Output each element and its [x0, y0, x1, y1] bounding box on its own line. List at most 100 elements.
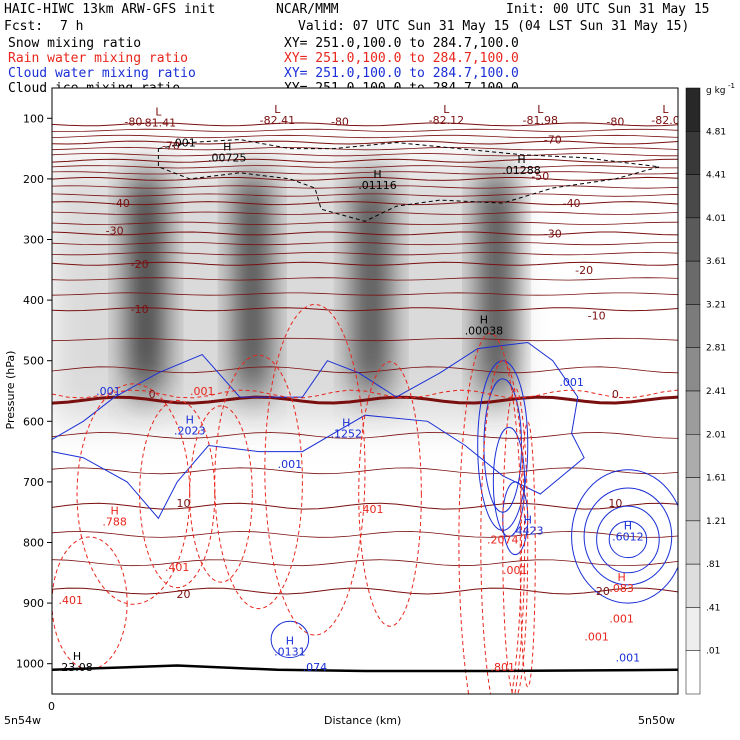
colorbar-level-7: 2.01 [706, 430, 726, 440]
rain-contour-5 [358, 361, 422, 627]
rain-contour-3 [214, 354, 303, 610]
rain-contour-9 [502, 387, 529, 694]
contour-label-4: .001 [559, 376, 584, 389]
high-label-8: .4423 [512, 524, 544, 537]
y-tick-500: 500 [23, 355, 44, 368]
y-tick-700: 700 [23, 476, 44, 489]
isotherm-minor [52, 153, 678, 157]
terrain [52, 664, 678, 673]
temp-label-4: -70 [544, 134, 562, 147]
temp-label-3: -70 [162, 140, 180, 153]
isotherm-minor [52, 530, 678, 538]
plot-frame [51, 87, 679, 695]
temperature-isotherms [52, 122, 678, 595]
y-tick-100: 100 [23, 112, 44, 125]
rain-contour-2 [189, 405, 253, 583]
isotherm-10 [52, 502, 678, 510]
y-tick-600: 600 [23, 415, 44, 428]
colorbar-cell-5 [685, 304, 701, 348]
high-label-1-mark: H [373, 168, 381, 181]
field-name-2: Cloud water mixing ratio [8, 66, 196, 81]
field-legend: Snow mixing ratio XY= 251.0,100.0 to 284.… [8, 36, 519, 96]
isotherm--10 [52, 307, 678, 312]
cloud-contour-8 [270, 620, 310, 659]
ice-contour-001 [157, 138, 660, 222]
isotherm-minor [52, 171, 678, 175]
low-label-4-mark: L [662, 103, 669, 116]
temp-label-7: -40 [563, 197, 581, 210]
high-label-3-mark: H [480, 313, 488, 326]
high-label-5-mark: H [342, 416, 350, 429]
isotherm-minor [52, 165, 678, 169]
high-label-4-mark: H [186, 413, 194, 426]
field-xy-0: XY= 251.0,100.0 to 284.7,100.0 [284, 36, 519, 51]
x-left-label: 5n54w [4, 714, 41, 727]
colorbar-cell-3 [685, 217, 701, 262]
isotherm-minor [52, 292, 678, 296]
colorbar-level-3: 3.61 [706, 257, 726, 267]
high-label-11: .083 [609, 582, 634, 595]
colorbar-cell-6 [685, 347, 701, 392]
temp-label-2: -80 [606, 115, 624, 128]
contour-label-2: .001 [190, 385, 215, 398]
low-label-0: -81.41 [141, 117, 176, 130]
colorbar-level-4: 3.21 [706, 300, 726, 310]
field-name-1: Rain water mixing ratio [8, 51, 188, 66]
low-label-1-mark: L [274, 103, 281, 116]
isotherm--50 [52, 176, 678, 181]
y-tick-800: 800 [23, 537, 44, 550]
snow-column-0 [127, 176, 165, 392]
fcst-value: 7 h [60, 19, 83, 34]
isotherm-minor [52, 221, 678, 225]
isotherm-minor [52, 185, 678, 189]
contour-labels: -80 -80 -80 -70 -70 -50 -40 -40 -30 -30 -20 -20 -10 -… [59, 103, 678, 674]
colorbar-unit: g kg [706, 86, 726, 96]
y-tick-300: 300 [23, 234, 44, 247]
colorbar-level-5: 2.81 [706, 344, 726, 354]
low-label-0-mark: L [155, 106, 162, 119]
cloud-contour-7 [608, 520, 648, 559]
init-label: Init: 00 UTC Sun 31 May 15 [506, 2, 710, 17]
colorbar-level-6: 2.41 [706, 387, 726, 397]
high-label-3: .00038 [465, 324, 504, 337]
colorbar: 4.81 4.41 4.01 3.61 3.21 2.81 2.41 2.01 1.61 1.21… [685, 87, 726, 695]
contour-label-3: .001 [278, 458, 303, 471]
high-label-7-mark: H [624, 519, 632, 532]
x-right-label: 5n50w [638, 714, 675, 727]
field-xy-2: XY= 251.0,100.0 to 284.7,100.0 [284, 66, 519, 81]
contour-label-13: .2074 [487, 534, 519, 547]
y-tick-1000: 1000 [16, 658, 44, 671]
colorbar-level-8: 1.61 [706, 474, 726, 484]
rain-contour-6 [52, 536, 128, 670]
y-axis: 100 200 300 400 500 600 700 800 900 1000 [16, 112, 52, 671]
temp-label-18: 20 [176, 588, 190, 601]
contour-label-10: .001 [616, 652, 641, 665]
colorbar-cell-9 [685, 477, 701, 522]
isotherm-minor [52, 337, 678, 342]
high-label-8-mark: H [524, 513, 532, 526]
colorbar-cell-1 [685, 131, 701, 175]
low-label-2-mark: L [443, 103, 450, 116]
snow-column-3 [479, 176, 514, 392]
high-label-0-mark: H [223, 141, 231, 154]
valid-label: Valid: 07 UTC Sun 31 May 15 (04 LST Sun … [298, 19, 689, 34]
contour-label-7: .401 [59, 594, 84, 607]
y-tick-200: 200 [23, 173, 44, 186]
field-name-0: Snow mixing ratio [8, 36, 141, 51]
colorbar-level-9: 1.21 [706, 517, 726, 527]
high-label-7: .6012 [612, 530, 644, 543]
low-label-2: -82.12 [429, 114, 464, 127]
isotherm--30 [52, 231, 678, 236]
isotherm--70 [52, 140, 678, 145]
colorbar-cell-4 [685, 260, 701, 305]
high-label-9-mark: H [110, 504, 118, 517]
contour-label-8: .001 [609, 612, 634, 625]
colorbar-level-12: .01 [706, 647, 720, 657]
high-label-6: .0131 [274, 646, 306, 659]
colorbar-cell-10 [685, 520, 701, 565]
isotherm-minor [52, 432, 678, 439]
low-label-3: -81.98 [523, 114, 558, 127]
colorbar-cell-11 [685, 563, 701, 608]
colorbar-cell-8 [685, 434, 701, 478]
